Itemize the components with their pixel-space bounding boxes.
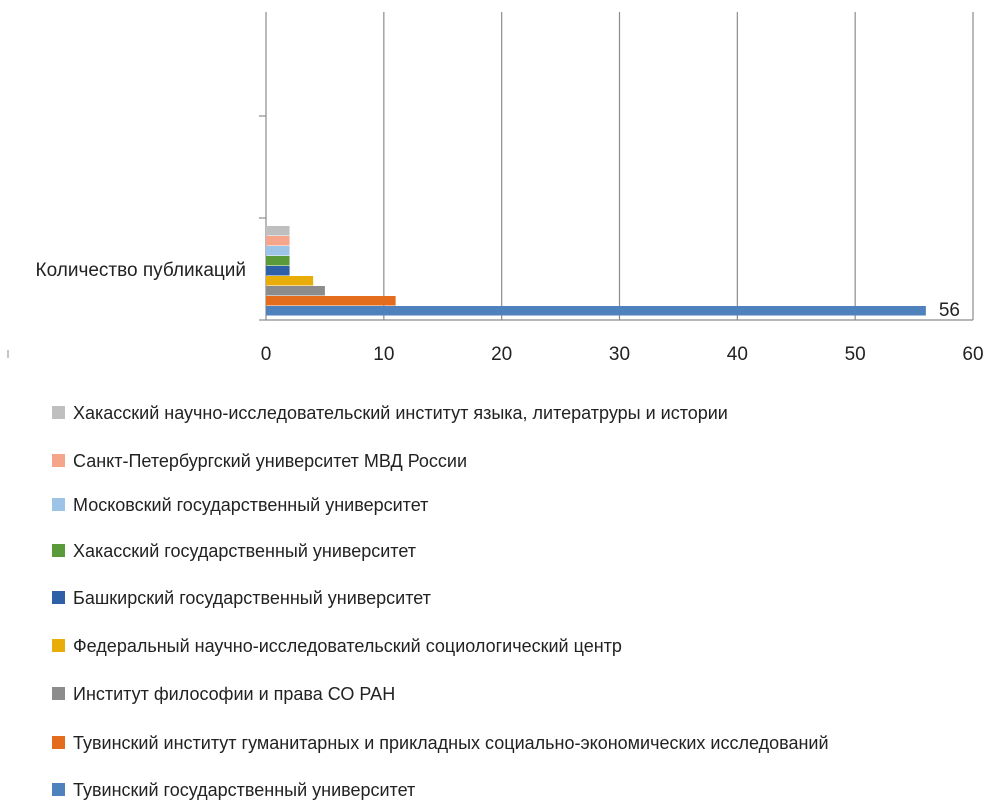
legend-swatch — [52, 783, 65, 796]
legend-swatch — [52, 687, 65, 700]
x-tick-labels: 0 10 20 30 40 50 60 — [261, 344, 984, 365]
legend-item: Башкирский государственный университет — [52, 587, 843, 609]
legend-swatch — [52, 639, 65, 652]
legend-label: Санкт-Петербургский университет МВД Росс… — [73, 451, 468, 471]
bars — [266, 226, 926, 316]
bar — [266, 246, 290, 256]
legend-item: Институт философии и права СО РАН — [52, 683, 843, 705]
category-label: Количество публикаций — [36, 260, 246, 281]
legend-item: Хакасский государственный университет — [52, 540, 843, 562]
legend-label: Федеральный научно-исследовательский соц… — [73, 636, 622, 656]
bar — [266, 266, 290, 276]
legend-label: Московский государственный университет — [73, 495, 429, 515]
legend-label: Башкирский государственный университет — [73, 588, 431, 608]
legend-swatch — [52, 498, 65, 511]
legend-item: Тувинский институт гуманитарных и прикла… — [52, 732, 843, 754]
bar — [266, 226, 290, 236]
x-tick-label: 50 — [845, 344, 866, 365]
legend-item: Тувинский государственный университет — [52, 779, 843, 801]
x-tick-label: 10 — [373, 344, 394, 365]
x-tick-label: 20 — [491, 344, 512, 365]
legend-item: Хакасский научно-исследовательский инсти… — [52, 402, 843, 424]
legend-label: Институт философии и права СО РАН — [73, 684, 396, 704]
legend-label: Хакасский государственный университет — [73, 541, 417, 561]
legend-swatch — [52, 454, 65, 467]
bar — [266, 276, 314, 286]
x-tick-label: 60 — [962, 344, 983, 365]
bar — [266, 286, 325, 296]
legend-label: Тувинский институт гуманитарных и прикла… — [73, 733, 829, 753]
legend-swatch — [52, 544, 65, 557]
legend-item: Московский государственный университет — [52, 494, 843, 516]
data-labels: 56 — [939, 300, 960, 321]
bar — [266, 296, 396, 306]
x-tick-label: 0 — [261, 344, 272, 365]
bar — [266, 256, 290, 266]
legend-swatch — [52, 736, 65, 749]
x-tick-label: 40 — [727, 344, 748, 365]
legend-label: Тувинский государственный университет — [73, 780, 416, 800]
legend-label: Хакасский научно-исследовательский инсти… — [73, 403, 728, 423]
legend-swatch — [52, 406, 65, 419]
x-tick-label: 30 — [609, 344, 630, 365]
bar — [266, 236, 290, 246]
legend-swatch — [52, 591, 65, 604]
legend-item: Федеральный научно-исследовательский соц… — [52, 635, 843, 657]
bar — [266, 306, 926, 316]
legend-item: Санкт-Петербургский университет МВД Росс… — [52, 450, 843, 472]
gridlines — [383, 12, 974, 320]
data-label: 56 — [939, 300, 960, 321]
bar-chart: 0 10 20 30 40 50 60 Количество публикаций 56 — [7, 12, 984, 365]
